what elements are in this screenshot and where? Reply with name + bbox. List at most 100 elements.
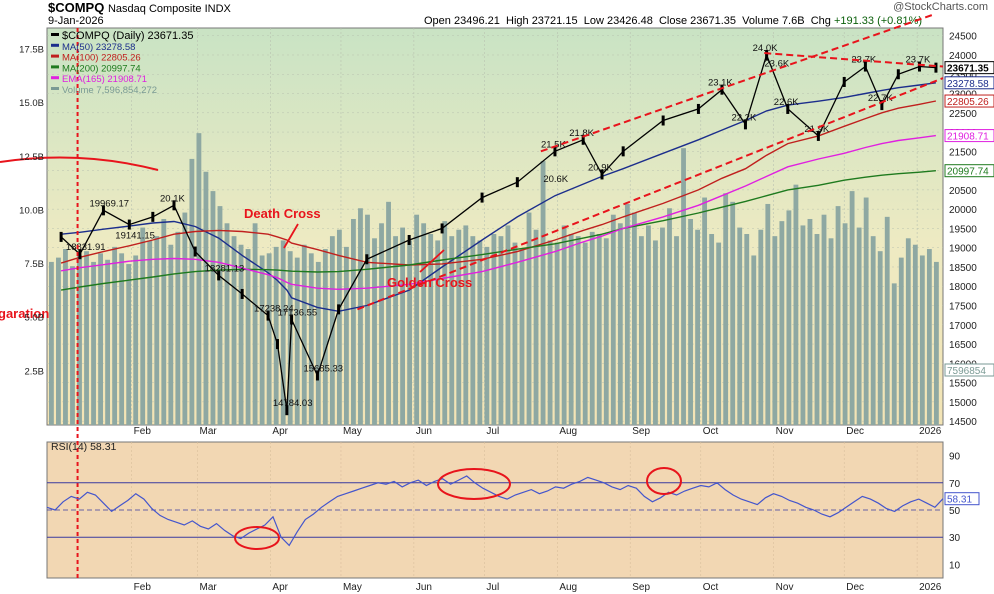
rsi-tick-label: 30 — [949, 533, 961, 544]
last-value-text: 23278.58 — [947, 79, 989, 90]
x-tick-label: Apr — [272, 426, 288, 437]
volume-bar — [842, 223, 848, 425]
last-value-tag — [944, 61, 994, 75]
legend-swatch — [51, 87, 59, 90]
volume-bar — [793, 184, 799, 425]
volume-bar — [231, 236, 237, 425]
volume-bar — [505, 225, 511, 425]
volume-bar — [688, 218, 693, 425]
low-value: 23426.48 — [606, 15, 653, 27]
volume-bar — [147, 240, 153, 425]
last-value-text: 22805.26 — [947, 97, 989, 108]
volume-bar — [723, 193, 729, 425]
rsi-value-text: 58.31 — [947, 495, 972, 506]
rsi-x-tick-label: Mar — [200, 582, 218, 593]
volume-bar — [653, 240, 658, 425]
volume-bar — [343, 246, 349, 425]
price-bar — [101, 205, 105, 216]
volume-bar — [477, 240, 483, 425]
rsi-x-tick-label: 2026 — [919, 582, 942, 593]
price-value-label: 20.1K — [160, 193, 185, 204]
price-bar — [151, 211, 155, 222]
rsi-tick-label: 50 — [949, 506, 961, 517]
price-value-label: 22.2K — [731, 112, 756, 123]
volume-bar — [203, 171, 209, 425]
y-tick-label: 19500 — [949, 224, 977, 235]
volume-bar — [800, 225, 806, 425]
legend-entry: $COMPQ (Daily) 23671.35 — [62, 30, 193, 42]
price-bar — [315, 370, 319, 381]
price-bar — [217, 270, 221, 281]
volume-tick-label: 15.0B — [19, 98, 44, 109]
rsi-tick-label: 90 — [949, 452, 961, 463]
chg-value: +191.33 (+0.81%) — [833, 15, 923, 27]
volume-bar — [266, 253, 272, 425]
price-bar — [59, 231, 63, 242]
y-tick-label: 21500 — [949, 147, 977, 158]
chart-header: $COMPQ Nasdaq Composite INDX 9-Jan-2026 … — [0, 0, 994, 28]
rsi-x-tick-label: Apr — [272, 582, 288, 593]
volume-bar — [400, 227, 406, 425]
volume-bar — [182, 212, 188, 425]
ohlc-readout: Open 23496.21 High 23721.15 Low 23426.48… — [424, 15, 922, 27]
volume-bar — [589, 231, 595, 425]
price-bar — [440, 223, 444, 234]
y-tick-label: 20500 — [949, 186, 977, 197]
x-tick-label: Nov — [776, 426, 794, 437]
resistance-line — [764, 52, 944, 68]
volume-bar — [638, 236, 644, 425]
high-label: High — [506, 15, 529, 27]
legend-swatch — [51, 54, 59, 58]
symbol-name: Nasdaq Composite INDX — [107, 3, 231, 15]
golden-cross-arrow — [419, 249, 445, 273]
y-tick-label: 17000 — [949, 321, 977, 332]
volume-bar — [631, 212, 637, 425]
volume-bar — [259, 255, 265, 425]
top-arc — [0, 156, 159, 171]
price-value-label: 23.1K — [708, 78, 733, 89]
x-tick-label: Jul — [486, 426, 499, 437]
price-bar — [880, 100, 884, 111]
volume-bar — [877, 251, 883, 425]
last-value-tag — [944, 94, 994, 108]
legend-swatch — [51, 33, 59, 36]
volume-bar — [926, 249, 932, 425]
volume-bar — [933, 261, 939, 425]
low-label: Low — [583, 15, 604, 27]
volume-bar — [245, 249, 251, 425]
volume-bar — [435, 240, 441, 425]
volume-bar — [751, 255, 757, 425]
volume-bar — [140, 227, 146, 425]
volume-bar — [105, 259, 111, 425]
price-bar — [275, 339, 279, 350]
volume-bar — [575, 236, 581, 425]
close-label: Close — [658, 15, 688, 27]
price-bar — [816, 130, 820, 141]
volume-bar — [667, 208, 672, 425]
chart-date: 9-Jan-2026 — [48, 15, 104, 27]
volume-bar — [716, 242, 722, 425]
volume-bar — [280, 240, 286, 425]
y-tick-label: 20000 — [949, 205, 977, 216]
volume-tick-label: 2.5B — [24, 366, 44, 377]
legend-swatch — [51, 65, 59, 69]
price-bar — [863, 61, 867, 72]
volume-bar — [470, 236, 476, 425]
legend-swatch — [51, 43, 59, 47]
volume-bar — [709, 234, 715, 425]
volume-bar — [786, 210, 792, 425]
volume-bar — [554, 242, 560, 425]
close-value: 23671.35 — [690, 15, 737, 27]
price-bar — [78, 249, 82, 260]
volume-bar — [779, 221, 785, 425]
volume-bar — [547, 240, 553, 425]
rsi-x-tick-label: Jul — [486, 582, 499, 593]
volume-bar — [154, 236, 160, 425]
high-value: 23721.15 — [531, 15, 578, 27]
price-value-label: 19141.15 — [115, 230, 155, 241]
volume-bar — [393, 236, 398, 425]
volume-bar — [315, 261, 321, 425]
last-value-text: 7596854 — [947, 366, 986, 377]
volume-bar — [624, 203, 630, 425]
